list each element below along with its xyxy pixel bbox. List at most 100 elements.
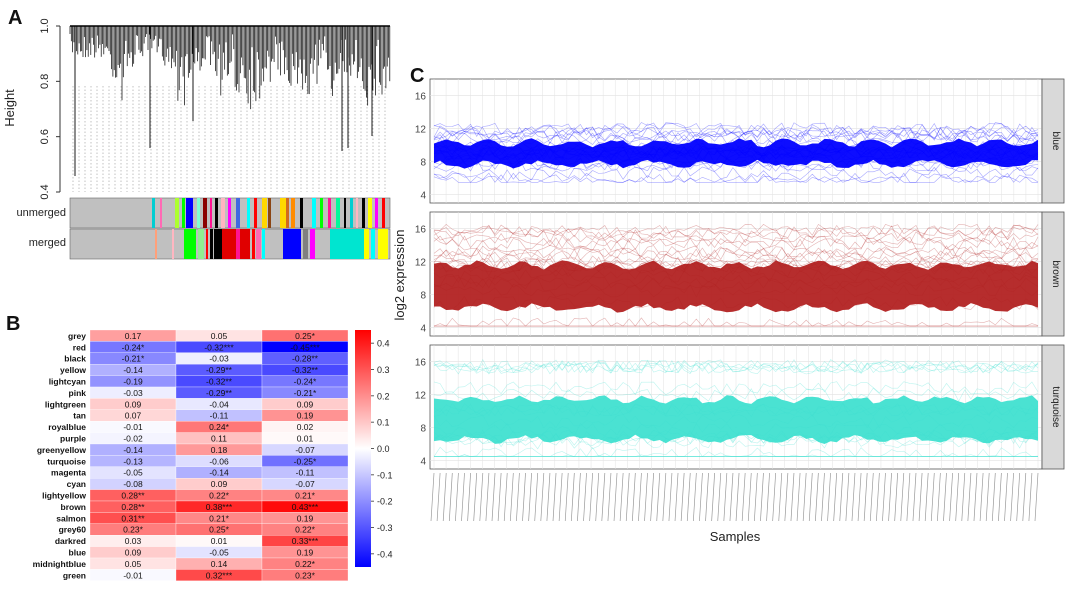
expression-line — [433, 130, 1039, 145]
module-color-segment — [300, 198, 303, 228]
colorbar-tick-label: 0.1 — [377, 418, 390, 428]
heatmap-cell-label: -0.05 — [209, 547, 229, 557]
module-color-segment — [228, 198, 231, 228]
sample-tick — [577, 472, 581, 522]
expression-line — [433, 247, 1039, 262]
dendrogram-ytick-label: 1.0 — [39, 18, 51, 33]
heatmap-row-label: magenta — [51, 468, 86, 478]
expression-line — [433, 429, 1039, 445]
heatmap-column-label: Severe.vs.All — [279, 587, 332, 589]
sample-tick — [1016, 472, 1021, 522]
expression-line — [433, 284, 1039, 298]
sample-tick — [442, 472, 447, 522]
expression-line — [433, 175, 1038, 183]
sample-tick — [900, 472, 905, 522]
expression-line — [433, 252, 1039, 267]
module-color-segment — [262, 198, 267, 228]
sample-tick — [455, 472, 459, 522]
expression-line — [433, 145, 1039, 160]
module-color-segment — [203, 198, 207, 228]
expression-line — [433, 258, 1039, 273]
heatmap-cell-label: 0.21* — [209, 513, 230, 523]
sample-tick — [638, 472, 642, 522]
heatmap-cell-label: 0.24* — [209, 422, 230, 432]
expression-line — [433, 226, 1039, 240]
sample-tick — [991, 472, 996, 522]
heatmap-cell-label: 0.18 — [211, 445, 228, 455]
sample-tick — [1004, 472, 1008, 522]
module-color-segment — [350, 198, 353, 228]
heatmap-cell-label: -0.03 — [209, 354, 229, 364]
module-color-segment — [375, 198, 378, 228]
heatmap-row-label: red — [73, 342, 86, 352]
module-color-segment — [312, 198, 316, 228]
heatmap-cell-label: 0.02 — [297, 422, 314, 432]
sample-tick — [985, 472, 990, 522]
sample-tick — [949, 472, 953, 522]
expression-line — [433, 137, 1039, 152]
sample-tick — [857, 472, 862, 522]
sample-tick — [790, 472, 795, 522]
module-color-segment — [371, 229, 375, 259]
module-color-segment — [172, 229, 174, 259]
module-color-segment — [378, 229, 388, 259]
heatmap-column-label: Moderate.vs.All — [102, 587, 165, 589]
sample-tick — [839, 472, 844, 522]
sample-tick — [613, 472, 618, 522]
heatmap-cell-label: -0.29** — [206, 365, 233, 375]
heatmap-cell-label: -0.06 — [209, 456, 229, 466]
dendrogram-ylabel: Height — [2, 89, 17, 127]
module-color-segment — [291, 198, 295, 228]
heatmap-row-label: blue — [69, 547, 87, 557]
heatmap-cell-label: 0.19 — [297, 513, 314, 523]
module-color-tracks — [69, 197, 391, 260]
sample-tick — [784, 472, 789, 522]
sample-tick — [705, 472, 709, 522]
expression-line — [433, 172, 1039, 183]
heatmap-cell-label: 0.28** — [121, 490, 145, 500]
expression-line — [433, 387, 1039, 402]
expression-line — [433, 256, 1039, 271]
heatmap-cell-label: -0.01 — [123, 422, 143, 432]
sample-tick — [448, 472, 453, 522]
sample-tick — [558, 472, 563, 522]
sample-tick — [827, 472, 831, 522]
expression-line — [433, 435, 1039, 450]
heatmap-cell-label: 0.32*** — [206, 570, 233, 580]
facet-turquoise: 16 12 8 4 turquoise — [415, 344, 1065, 470]
colorbar-tick-label: -0.4 — [377, 549, 393, 559]
sample-tick — [601, 472, 606, 522]
expression-line — [433, 126, 1039, 141]
heatmap-cell-label: 0.31** — [121, 513, 145, 523]
expression-line — [433, 145, 1039, 160]
facet-ytick-label: 12 — [415, 391, 427, 402]
expression-line — [433, 295, 1039, 310]
heatmap-cell-label: -0.07 — [295, 479, 315, 489]
expression-line — [433, 402, 1039, 418]
heatmap-cell-label: 0.19 — [297, 547, 314, 557]
panel-label-b: B — [6, 313, 20, 335]
heatmap-cell-label: -0.21* — [122, 354, 145, 364]
sample-tick — [851, 472, 856, 522]
colorbar-tick-label: 0.0 — [377, 444, 390, 454]
heatmap-row-label: lightcyan — [49, 376, 86, 386]
expression-line — [433, 359, 1039, 374]
expression-line — [433, 123, 1039, 138]
sample-tick — [674, 472, 679, 522]
heatmap-cell-label: -0.32** — [206, 376, 233, 386]
module-color-segment — [356, 198, 358, 228]
sample-tick — [766, 472, 770, 522]
heatmap-cell-label: -0.04 — [209, 399, 229, 409]
heatmap-cell-label: 0.03 — [125, 536, 142, 546]
heatmap-cell-label: 0.09 — [125, 547, 142, 557]
sample-tick — [1022, 472, 1027, 522]
facet-ytick-label: 4 — [420, 191, 426, 202]
sample-tick — [1010, 472, 1014, 522]
expression-line — [433, 166, 1039, 181]
facet-blue: 16 12 8 4 blue — [415, 78, 1065, 204]
sample-tick — [662, 472, 667, 522]
sample-tick — [967, 472, 972, 522]
expression-line — [433, 157, 1039, 172]
expression-line — [433, 446, 1038, 458]
